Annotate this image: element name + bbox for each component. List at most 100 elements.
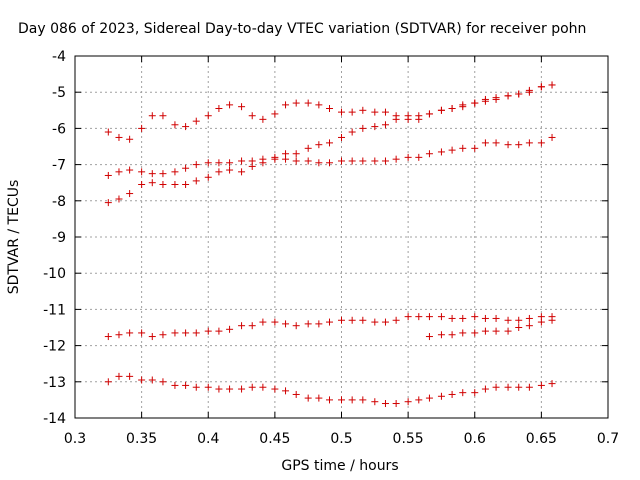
data-point (292, 99, 300, 107)
data-point (515, 316, 523, 324)
data-point (492, 327, 500, 335)
data-point (115, 133, 123, 141)
data-point (471, 389, 479, 397)
data-point (448, 390, 456, 398)
data-point (492, 139, 500, 147)
data-point (425, 394, 433, 402)
data-point (248, 383, 256, 391)
data-point (371, 398, 379, 406)
data-point (215, 327, 223, 335)
data-point (138, 329, 146, 337)
data-point (259, 159, 267, 167)
data-point (282, 101, 290, 109)
data-point (504, 316, 512, 324)
data-point (171, 329, 179, 337)
data-point (448, 314, 456, 322)
data-point (326, 159, 334, 167)
data-point (425, 333, 433, 341)
data-point (425, 150, 433, 158)
y-tick-label: -9 (52, 230, 66, 246)
chart-title: Day 086 of 2023, Sidereal Day-to-day VTE… (18, 21, 586, 37)
data-point (492, 314, 500, 322)
series-satellite-f (104, 372, 556, 408)
data-point (248, 162, 256, 170)
data-point (271, 153, 279, 161)
data-point (525, 86, 533, 94)
data-point (171, 181, 179, 189)
x-axis-label: GPS time / hours (281, 458, 398, 474)
data-point (371, 108, 379, 116)
data-point (182, 381, 190, 389)
data-point (215, 168, 223, 176)
data-point (504, 141, 512, 149)
data-point (182, 329, 190, 337)
data-point (148, 376, 156, 384)
data-point (238, 168, 246, 176)
data-point (515, 324, 523, 331)
y-tick-label: -14 (43, 411, 66, 427)
data-point (292, 157, 300, 165)
y-tick-label: -6 (52, 121, 66, 137)
data-point (315, 320, 323, 328)
data-point (348, 316, 356, 324)
data-point (326, 396, 334, 404)
data-point (226, 159, 234, 167)
data-point (126, 190, 134, 198)
data-point (115, 168, 123, 176)
data-point (504, 327, 512, 335)
data-point (271, 110, 279, 118)
data-point (238, 322, 246, 330)
data-points (104, 81, 556, 408)
data-point (248, 322, 256, 330)
data-point (138, 181, 146, 189)
data-point (292, 390, 300, 398)
data-point (471, 99, 479, 107)
y-tick-label: -5 (52, 85, 66, 101)
data-point (292, 150, 300, 158)
data-point (204, 112, 212, 120)
data-point (459, 144, 467, 152)
data-point (138, 168, 146, 176)
data-point (315, 141, 323, 149)
data-point (304, 320, 312, 328)
data-point (381, 121, 389, 129)
data-point (392, 316, 400, 324)
data-point (326, 139, 334, 147)
data-point (148, 333, 156, 341)
data-point (548, 380, 556, 388)
x-tick-label: 0.35 (126, 431, 157, 447)
data-point (159, 181, 167, 189)
data-point (238, 157, 246, 165)
data-point (437, 313, 445, 321)
data-point (304, 157, 312, 165)
x-tick-label: 0.65 (526, 431, 557, 447)
data-point (492, 383, 500, 391)
data-point (338, 133, 345, 141)
data-point (348, 396, 356, 404)
data-point (304, 144, 312, 152)
data-point (525, 322, 533, 330)
data-point (226, 325, 234, 333)
data-point (159, 331, 167, 339)
data-point (338, 316, 345, 324)
tick-marks (74, 55, 609, 419)
data-point (215, 385, 223, 393)
data-point (371, 318, 379, 326)
data-point (271, 385, 279, 393)
data-point (192, 383, 200, 391)
data-point (282, 320, 290, 328)
data-point (115, 195, 123, 203)
data-point (292, 322, 300, 330)
data-point (348, 108, 356, 116)
data-point (204, 327, 212, 335)
data-point (537, 139, 545, 147)
data-point (138, 376, 146, 384)
data-point (182, 123, 190, 131)
data-point (359, 316, 367, 324)
x-tick-label: 0.7 (597, 431, 619, 447)
data-point (371, 157, 379, 165)
data-point (481, 95, 489, 103)
data-point (182, 181, 190, 189)
data-point (282, 387, 290, 395)
